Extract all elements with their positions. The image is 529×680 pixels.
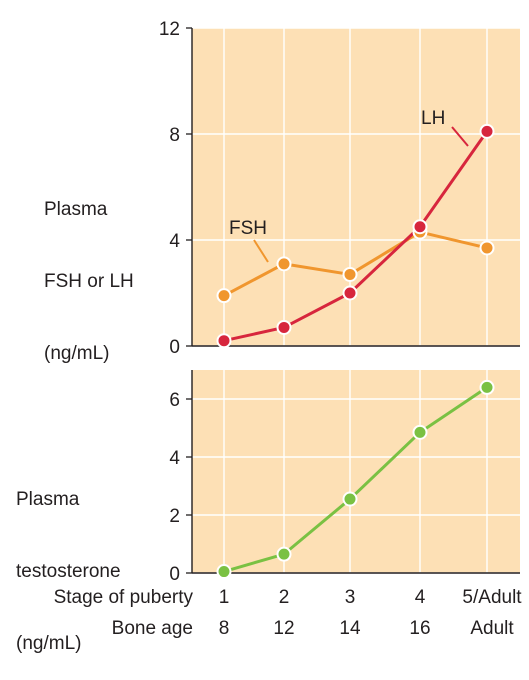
- bottom-y-tick-label: 6: [169, 390, 180, 411]
- fsh-data-point: [342, 266, 358, 282]
- bottom-y-tick-label: 0: [169, 564, 180, 585]
- x-axis-tick-label: Adult: [470, 618, 514, 639]
- x-axis-tick-label: 3: [345, 587, 356, 608]
- x-axis-tick-label: 12: [273, 618, 294, 639]
- x-axis-row-label: Stage of puberty: [54, 587, 194, 608]
- x-axis-tick-label: 16: [409, 618, 430, 639]
- x-axis-tick-label: 5/Adult: [462, 587, 522, 608]
- bottom-y-axis-label: Plasma testosterone (ng/mL): [16, 440, 121, 680]
- testosterone-data-point: [216, 564, 232, 580]
- x-axis-tick-label: 1: [219, 587, 230, 608]
- fsh-data-point: [216, 288, 232, 304]
- top-y-tick-label: 4: [169, 231, 180, 252]
- bottom-ylabel-line: (ng/mL): [16, 633, 82, 654]
- top-plot-background: [192, 28, 520, 346]
- x-axis-tick-label: 14: [339, 618, 361, 639]
- top-ylabel-line: FSH or LH: [44, 271, 134, 292]
- lh-data-point: [412, 219, 428, 235]
- bottom-plot-background: [192, 370, 520, 573]
- lh-data-point: [342, 285, 358, 301]
- fsh-data-point: [276, 256, 292, 272]
- lh-label-leader: [451, 126, 469, 147]
- lh-data-point: [479, 123, 495, 139]
- top-y-tick-label: 8: [169, 125, 180, 146]
- fsh-data-point: [479, 240, 495, 256]
- testosterone-panel: 0 2 4 6: [169, 370, 520, 585]
- top-y-axis-label: Plasma FSH or LH (ng/mL): [44, 150, 134, 390]
- lh-series-label: LH: [421, 108, 445, 129]
- testosterone-data-point: [342, 491, 358, 507]
- bottom-y-tick-label: 4: [169, 448, 180, 469]
- testosterone-data-point: [479, 379, 495, 395]
- bottom-y-tick-label: 2: [169, 506, 180, 527]
- x-axis-tick-label: 8: [219, 618, 230, 639]
- lh-data-point: [276, 319, 292, 335]
- x-axis-row-label: Bone age: [112, 618, 193, 639]
- x-axis-tick-label: 4: [415, 587, 426, 608]
- testosterone-data-point: [276, 546, 292, 562]
- fsh-label-leader: [253, 239, 269, 263]
- top-y-tick-label: 0: [169, 337, 180, 358]
- gonadotropin-panel: 0 4 8 12 FSH LH: [159, 19, 520, 358]
- bottom-ylabel-line: testosterone: [16, 561, 121, 582]
- testosterone-data-point: [412, 424, 428, 440]
- fsh-series-label: FSH: [229, 218, 267, 239]
- top-ylabel-line: (ng/mL): [44, 343, 110, 364]
- lh-data-point: [216, 333, 232, 349]
- top-ylabel-line: Plasma: [44, 199, 108, 220]
- bottom-ylabel-line: Plasma: [16, 489, 80, 510]
- top-y-tick-label: 12: [159, 19, 180, 40]
- x-axis-tick-label: 2: [279, 587, 290, 608]
